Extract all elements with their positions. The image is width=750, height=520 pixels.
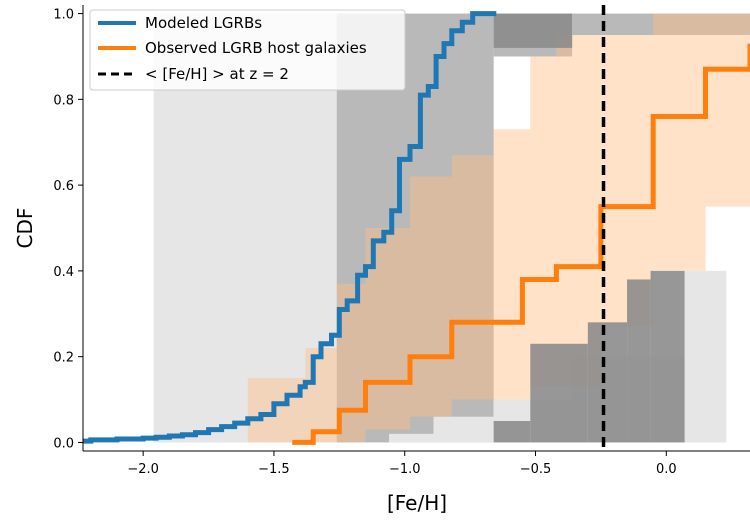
y-tick-label-3: 0.6 — [53, 179, 74, 194]
observed-band-5 — [451, 155, 494, 400]
y-tick-label-2: 0.4 — [53, 265, 74, 280]
modeled-band-3 — [572, 13, 750, 36]
data-lines — [83, 5, 750, 451]
x-tick-label-2: −1.0 — [389, 462, 421, 477]
legend-box — [89, 9, 406, 91]
legend-label-observed: Observed LGRB host galaxies — [145, 39, 367, 57]
confidence-bands — [153, 13, 750, 443]
modeled-dark-band-3 — [587, 322, 628, 443]
observed-band-10 — [653, 13, 706, 271]
modeled-dark-band-0 — [493, 13, 573, 48]
observed-band-6 — [493, 129, 531, 400]
observed-band-9 — [600, 35, 654, 327]
legend: Modeled LGRBs Observed LGRB host galaxie… — [89, 9, 406, 91]
observed-band-7 — [530, 56, 557, 387]
x-axis-label: [Fe/H] — [387, 491, 447, 515]
modeled-band-7 — [433, 416, 494, 443]
modeled-dark-band-1 — [493, 420, 531, 443]
y-tick-label-5: 1.0 — [53, 8, 74, 23]
legend-label-modeled: Modeled LGRBs — [145, 14, 262, 32]
legend-label-reference: < [Fe/H] > at z = 2 — [145, 65, 289, 83]
y-tick-label-0: 0.0 — [53, 436, 74, 451]
y-tick-label-4: 0.8 — [53, 93, 74, 108]
series-line-1 — [292, 43, 750, 445]
observed-band-0 — [247, 378, 306, 443]
y-axis-label: CDF — [13, 208, 37, 249]
modeled-dark-band-4 — [627, 279, 651, 443]
x-tick-label-3: −0.5 — [520, 462, 552, 477]
axes — [82, 5, 750, 452]
x-tick-label-0: −2.0 — [127, 462, 159, 477]
y-tick-label-1: 0.2 — [53, 351, 74, 366]
modeled-dark-band-5 — [650, 270, 685, 443]
modeled-dark-band-2 — [530, 343, 588, 443]
modeled-band-6 — [684, 270, 727, 443]
x-tick-label-1: −1.5 — [258, 462, 290, 477]
tick-labels: −2.0 −1.5 −1.0 −0.5 0.0 0.0 0.2 0.4 0.6 0.8 1.0 — [53, 8, 676, 477]
modeled-band-8 — [389, 433, 434, 443]
series-line-0 — [83, 11, 497, 444]
observed-band-11 — [705, 13, 750, 207]
observed-band-1 — [305, 348, 337, 443]
x-tick-label-4: 0.0 — [656, 462, 677, 477]
observed-band-4 — [409, 176, 452, 417]
